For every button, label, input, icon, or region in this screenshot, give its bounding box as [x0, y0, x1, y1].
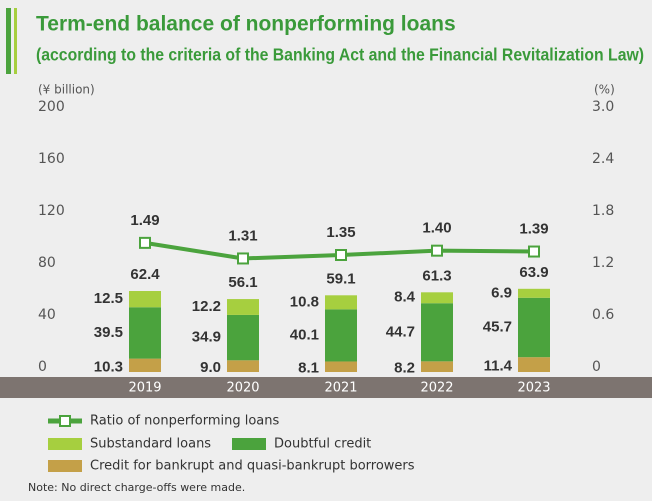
- y2-tick-label: 1.2: [592, 255, 614, 271]
- data-label: 1.40: [422, 220, 451, 237]
- data-label: 1.35: [326, 224, 355, 241]
- bar-segment: [421, 361, 453, 372]
- data-label: 6.9: [491, 284, 512, 301]
- x-tick-label: 2022: [420, 381, 453, 396]
- line-marker: [237, 252, 249, 265]
- x-tick-label: 2020: [226, 381, 259, 396]
- data-label: 40.1: [290, 326, 319, 343]
- line-marker: [139, 236, 151, 249]
- legend-swatch: [232, 438, 266, 450]
- y-tick-label: 40: [38, 307, 56, 323]
- bar-segment: [227, 360, 259, 372]
- legend-label: Credit for bankrupt and quasi-bankrupt b…: [90, 459, 415, 474]
- total-label: 56.1: [228, 274, 257, 291]
- data-label: 44.7: [386, 323, 415, 340]
- data-label: 10.8: [290, 293, 319, 310]
- line-marker: [335, 249, 347, 261]
- y2-tick-label: 1.8: [592, 203, 614, 219]
- bar-segment: [518, 357, 550, 372]
- y2-tick-label: 0.6: [592, 307, 614, 323]
- data-label: 1.49: [130, 212, 159, 229]
- data-label: 12.5: [94, 290, 123, 307]
- y2-tick-label: 2.4: [592, 151, 614, 167]
- y-tick-label: 160: [38, 151, 65, 167]
- bar-segment: [325, 361, 357, 372]
- bar-segment: [227, 314, 259, 361]
- bar-segment: [325, 295, 357, 310]
- data-label: 8.1: [298, 360, 319, 377]
- legend-label: Doubtful credit: [274, 437, 371, 452]
- x-tick-label: 2021: [324, 381, 357, 396]
- data-label: 1.31: [228, 227, 257, 244]
- total-label: 59.1: [326, 270, 355, 287]
- y-tick-label: 80: [38, 255, 56, 271]
- chart-title: Term-end balance of nonperforming loans: [36, 13, 456, 36]
- y2-tick-label: 3.0: [592, 99, 614, 115]
- x-axis-band: [0, 377, 652, 398]
- legend-label: Substandard loans: [90, 437, 211, 452]
- data-label: 39.5: [94, 324, 123, 341]
- legend-swatch: [48, 438, 82, 450]
- legend-swatch: [48, 460, 82, 472]
- line-marker: [431, 244, 443, 257]
- y-axis-label: (¥ billion): [38, 83, 95, 97]
- legend-swatch: [59, 415, 71, 427]
- y2-axis-label: (%): [594, 83, 615, 97]
- legend-label: Ratio of nonperforming loans: [90, 414, 280, 429]
- note: Note: No direct charge-offs were made.: [28, 481, 245, 494]
- y-tick-label: 200: [38, 99, 65, 115]
- title-bar: [14, 8, 17, 74]
- bar-segment: [421, 303, 453, 362]
- bar-segment: [421, 292, 453, 304]
- y-tick-label: 0: [38, 359, 47, 375]
- y-tick-label: 120: [38, 203, 65, 219]
- y2-tick-label: 0: [592, 359, 601, 375]
- bar-segment: [325, 309, 357, 362]
- bar-segment: [129, 307, 161, 359]
- x-tick-label: 2019: [128, 381, 161, 396]
- bar-segment: [518, 297, 550, 358]
- bar-segment: [129, 291, 161, 308]
- data-label: 8.4: [394, 289, 416, 306]
- line-marker: [528, 245, 540, 258]
- bar-segment: [129, 358, 161, 372]
- total-label: 61.3: [422, 267, 451, 284]
- data-label: 34.9: [192, 329, 221, 346]
- data-label: 45.7: [483, 318, 512, 335]
- data-label: 1.39: [519, 221, 548, 238]
- chart-subtitle: (according to the criteria of the Bankin…: [36, 45, 644, 65]
- total-label: 62.4: [130, 266, 160, 283]
- data-label: 12.2: [192, 298, 221, 315]
- bar-segment: [227, 299, 259, 315]
- total-label: 63.9: [519, 264, 548, 281]
- bar-segment: [518, 288, 550, 298]
- data-label: 11.4: [484, 358, 513, 375]
- x-tick-label: 2023: [517, 381, 550, 396]
- data-label: 10.3: [94, 358, 123, 375]
- title-bar: [6, 8, 11, 74]
- data-label: 8.2: [394, 360, 415, 377]
- data-label: 9.0: [200, 359, 221, 376]
